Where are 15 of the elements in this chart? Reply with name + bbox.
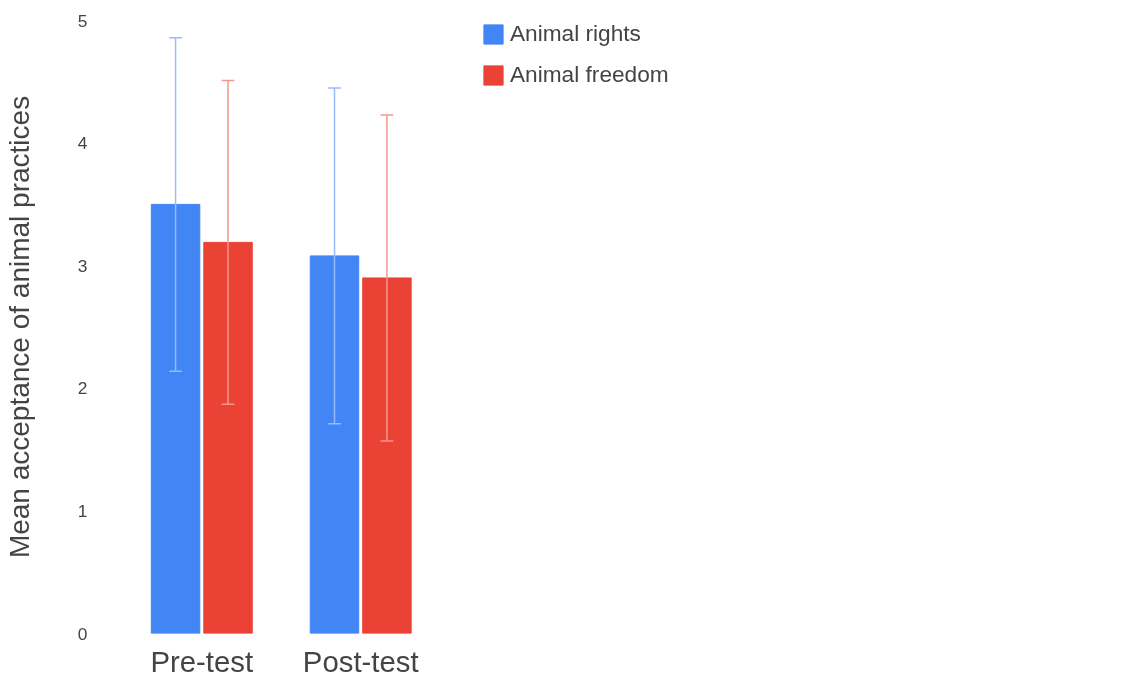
y-tick-label: 4 [77,133,88,154]
legend-label: Animal freedom [510,61,669,88]
y-tick-label: 5 [77,10,88,31]
y-axis-title: Mean acceptance of animal practices [3,95,35,559]
bar [309,255,360,634]
y-tick-label: 1 [77,500,88,521]
y-tick-label: 3 [77,255,88,276]
x-tick-label: Pre-test [150,644,254,678]
x-tick-label: Post-test [302,644,419,678]
y-tick-label: 0 [77,623,88,644]
bar [362,277,412,634]
y-tick-label: 2 [77,378,88,399]
bar [150,203,201,634]
bar [203,241,253,634]
legend-label: Animal rights [510,20,641,47]
